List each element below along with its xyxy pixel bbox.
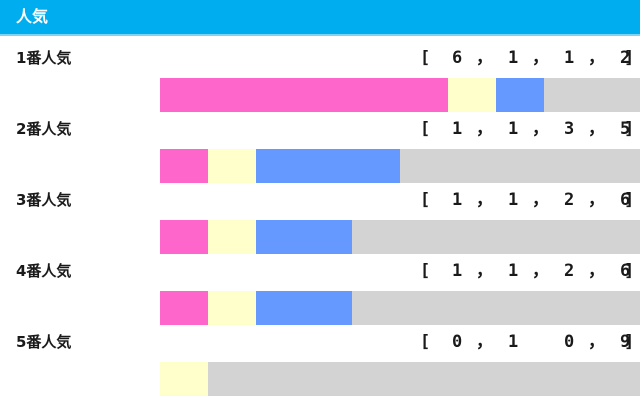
- record-s2: ，: [532, 261, 549, 281]
- bar-segment-first: [160, 220, 208, 254]
- bar-segment-second: [448, 78, 496, 112]
- bar-segment-third: [256, 291, 352, 325]
- stacked-bar: [160, 291, 640, 325]
- record-v2: 1: [508, 190, 519, 210]
- record-v3: 2: [564, 190, 575, 210]
- record-open: [: [420, 190, 431, 210]
- popularity-row: 3番人気 [1 ， 1 ， 2 ， 6]: [0, 189, 640, 261]
- record-v2: 1: [508, 261, 519, 281]
- record-s2: ，: [532, 48, 549, 68]
- bar-segment-other: [352, 291, 640, 325]
- row-label: 4番人気: [16, 262, 72, 280]
- record-v4: 6: [620, 261, 631, 281]
- bar-segment-second: [208, 149, 256, 183]
- record-close: ]: [624, 261, 635, 281]
- bar-segment-first: [160, 149, 208, 183]
- record-v4: 5: [620, 119, 631, 139]
- record-s1: ，: [476, 190, 493, 210]
- row-label: 3番人気: [16, 191, 72, 209]
- record-s3: ，: [588, 48, 605, 68]
- bar-segment-third: [256, 149, 400, 183]
- record-v1: 0: [452, 332, 463, 352]
- record-s2: ，: [532, 119, 549, 139]
- record-v1: 1: [452, 190, 463, 210]
- bar-segment-other: [400, 149, 640, 183]
- record-s1: ，: [476, 48, 493, 68]
- popularity-row: 4番人気 [1 ， 1 ， 2 ， 6]: [0, 260, 640, 332]
- stacked-bar: [160, 362, 640, 396]
- bar-segment-second: [208, 291, 256, 325]
- popularity-row: 5番人気 [0 ， 1 0 ， 9]: [0, 331, 640, 403]
- record-v4: 9: [620, 332, 631, 352]
- record-s1: ，: [476, 119, 493, 139]
- section-title: 人気: [16, 7, 49, 26]
- row-record: [1 ， 1 ， 2 ， 6]: [412, 189, 634, 211]
- record-s3: ，: [588, 190, 605, 210]
- row-label: 5番人気: [16, 333, 72, 351]
- row-label: 2番人気: [16, 120, 72, 138]
- record-open: [: [420, 261, 431, 281]
- record-v4: 2: [620, 48, 631, 68]
- stacked-bar: [160, 78, 640, 112]
- record-open: [: [420, 119, 431, 139]
- record-s3: ，: [588, 119, 605, 139]
- bar-segment-first: [160, 78, 448, 112]
- row-record: [1 ， 1 ， 3 ， 5]: [412, 118, 634, 140]
- bar-segment-first: [160, 291, 208, 325]
- row-label: 1番人気: [16, 49, 72, 67]
- bar-segment-second: [208, 220, 256, 254]
- record-v3: 3: [564, 119, 575, 139]
- record-close: ]: [624, 190, 635, 210]
- record-v2: 1: [508, 48, 519, 68]
- popularity-row: 2番人気 [1 ， 1 ， 3 ， 5]: [0, 118, 640, 190]
- record-v1: 1: [452, 261, 463, 281]
- record-s3: ，: [588, 332, 605, 352]
- record-v2: 1: [508, 332, 519, 352]
- record-s2: ，: [532, 190, 549, 210]
- record-open: [: [420, 48, 431, 68]
- record-v1: 1: [452, 119, 463, 139]
- bar-segment-other: [208, 362, 640, 396]
- record-v1: 6: [452, 48, 463, 68]
- record-v2: 1: [508, 119, 519, 139]
- record-s1: ，: [476, 261, 493, 281]
- row-record: [6 ， 1 ， 1 ， 2]: [412, 47, 634, 69]
- stacked-bar: [160, 149, 640, 183]
- record-v4: 6: [620, 190, 631, 210]
- record-v3: 1: [564, 48, 575, 68]
- bar-segment-other: [352, 220, 640, 254]
- record-s1: ，: [476, 332, 493, 352]
- bar-segment-second: [160, 362, 208, 396]
- section-header: 人気: [0, 0, 640, 36]
- record-close: ]: [624, 119, 635, 139]
- row-record: [1 ， 1 ， 2 ， 6]: [412, 260, 634, 282]
- record-open: [: [420, 332, 431, 352]
- record-close: ]: [624, 48, 635, 68]
- record-close: ]: [624, 332, 635, 352]
- record-s3: ，: [588, 261, 605, 281]
- stacked-bar: [160, 220, 640, 254]
- bar-segment-third: [256, 220, 352, 254]
- record-v3: 0: [564, 332, 575, 352]
- bar-segment-other: [544, 78, 640, 112]
- bar-segment-third: [496, 78, 544, 112]
- row-record: [0 ， 1 0 ， 9]: [412, 331, 634, 353]
- popularity-row: 1番人気 [6 ， 1 ， 1 ， 2]: [0, 47, 640, 119]
- record-v3: 2: [564, 261, 575, 281]
